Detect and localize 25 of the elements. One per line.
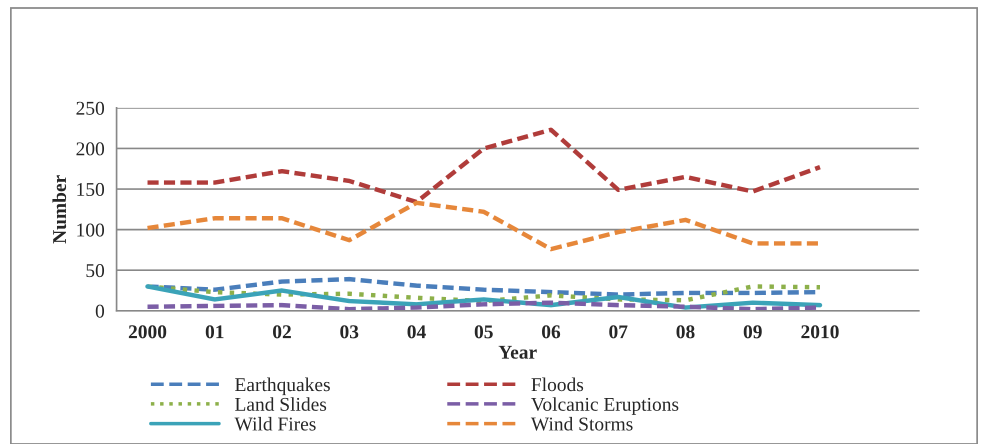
y-tick-label: 250 <box>76 102 104 115</box>
y-tick-label: 50 <box>86 264 104 278</box>
x-tick-label: 02 <box>273 325 291 338</box>
x-tick-label: 2000 <box>128 325 166 338</box>
y-tick-label: 200 <box>76 142 104 156</box>
x-tick-label: 06 <box>542 325 560 338</box>
x-axis-title: Year <box>498 346 537 359</box>
y-tick-label: 0 <box>96 304 104 318</box>
x-tick-label: 2010 <box>801 325 839 338</box>
x-tick-label: 01 <box>206 325 224 338</box>
y-tick-label: 100 <box>77 223 104 237</box>
legend-label: Floods <box>531 378 584 392</box>
x-tick-label: 08 <box>676 325 695 338</box>
legend-label: Volcanic Eruptions <box>531 397 678 415</box>
y-axis-title: Number <box>52 175 66 244</box>
legend-label: Wild Fires <box>234 416 316 431</box>
x-tick-label: 05 <box>474 325 493 338</box>
legend-label: Land Slides <box>235 397 326 411</box>
x-tick-label: 04 <box>408 325 426 338</box>
legend-label: Earthquakes <box>235 378 330 396</box>
legend-label: Wind Storms <box>530 416 633 431</box>
x-tick-label: 03 <box>340 325 358 338</box>
x-tick-label: 09 <box>744 325 762 338</box>
x-tick-label: 07 <box>609 325 628 338</box>
y-tick-label: 150 <box>77 182 104 196</box>
